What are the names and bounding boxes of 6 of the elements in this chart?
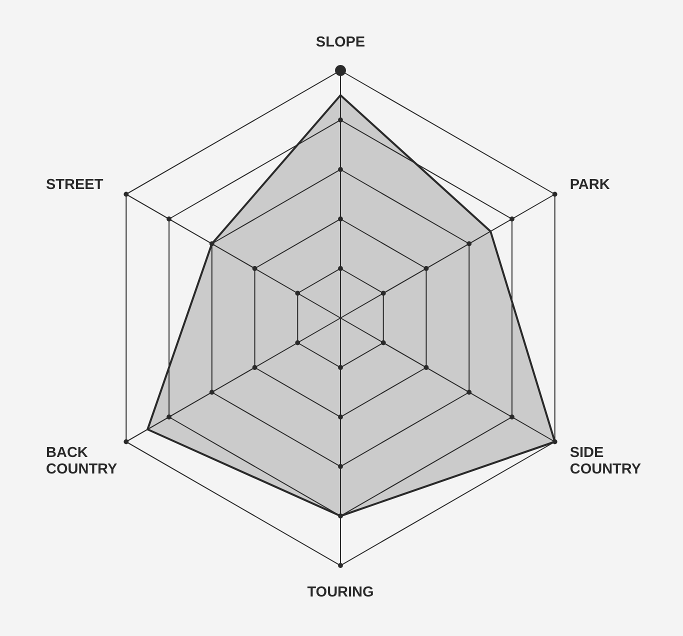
spoke-label: SLOPE xyxy=(316,34,366,50)
spoke-label: TOURING xyxy=(307,584,374,600)
spoke-label: BACK COUNTRY xyxy=(46,444,118,478)
spoke-label: SIDE COUNTRY xyxy=(570,444,642,478)
spoke-label: PARK xyxy=(570,176,610,193)
spoke-label: STREET xyxy=(46,176,104,193)
